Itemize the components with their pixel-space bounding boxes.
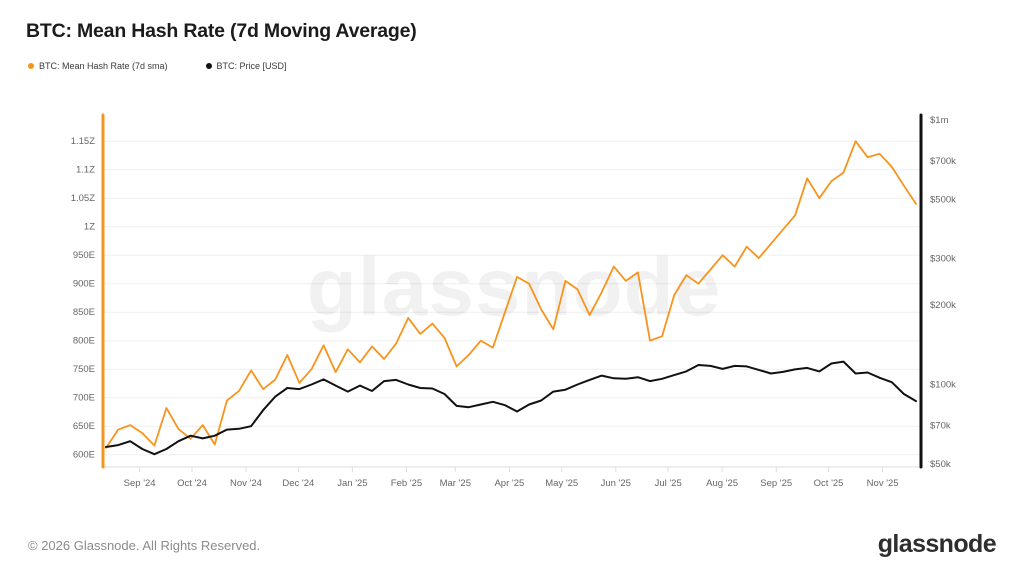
- x-axis-label: Dec '24: [282, 478, 314, 489]
- y-axis-label-right: $300k: [930, 253, 956, 264]
- legend-label-price: BTC: Price [USD]: [216, 61, 287, 71]
- x-axis-label: Sep '24: [124, 478, 156, 489]
- page-title: BTC: Mean Hash Rate (7d Moving Average): [26, 20, 417, 42]
- y-axis-label-left: 850E: [73, 307, 95, 318]
- copyright-text: © 2026 Glassnode. All Rights Reserved.: [28, 538, 261, 553]
- x-axis-label: Mar '25: [440, 478, 471, 489]
- x-axis-label: May '25: [545, 478, 578, 489]
- x-axis-label: Jul '25: [655, 478, 682, 489]
- x-axis-label: Jan '25: [337, 478, 367, 489]
- glassnode-logo[interactable]: glassnode: [877, 530, 997, 558]
- y-axis-label-left: 900E: [73, 279, 95, 290]
- y-axis-label-left: 800E: [73, 336, 95, 347]
- y-axis-label-left: 1.05Z: [71, 193, 95, 204]
- y-axis-label-left: 700E: [73, 393, 95, 404]
- y-axis-label-right: $500k: [930, 195, 956, 206]
- price-dot-icon: [205, 63, 212, 69]
- x-axis-label: Nov '25: [867, 478, 899, 489]
- x-axis-label: Oct '25: [814, 478, 844, 489]
- x-axis-label: Apr '25: [494, 478, 524, 489]
- series-line-hash-rate: [105, 140, 917, 449]
- series-line-price: [105, 360, 917, 456]
- y-axis-label-left: 1.15Z: [71, 136, 95, 147]
- x-axis-label: Jun '25: [601, 478, 631, 489]
- hash-rate-price-chart[interactable]: 600E 650E 700E 750E 800E 850E 900E 950E 1Z 1.05Z 1…: [0, 0, 1024, 512]
- x-axis-label: Sep '25: [760, 478, 792, 489]
- y-axis-label-left: 750E: [73, 364, 95, 375]
- y-axis-label-right: $200k: [930, 300, 956, 311]
- legend-item-price[interactable]: BTC: Price [USD]: [205, 61, 287, 71]
- x-axis-label: Oct '24: [177, 478, 207, 489]
- x-axis-label: Nov '24: [230, 478, 262, 489]
- y-axis-label-right: $50k: [930, 459, 951, 470]
- y-axis-label-right: $100k: [930, 379, 956, 390]
- y-axis-label-left: 1.1Z: [76, 165, 95, 176]
- y-axis-label-right: $70k: [930, 420, 951, 431]
- x-axis-label: Aug '25: [706, 478, 738, 489]
- y-axis-label-left: 950E: [73, 250, 95, 261]
- legend-item-hash-rate[interactable]: BTC: Mean Hash Rate (7d sma): [28, 61, 168, 71]
- y-axis-label-right: $1m: [930, 115, 949, 126]
- y-axis-label-right: $700k: [930, 156, 956, 167]
- legend-label-hash-rate: BTC: Mean Hash Rate (7d sma): [39, 61, 168, 71]
- y-axis-label-left: 650E: [73, 421, 95, 432]
- hash-rate-dot-icon: [28, 63, 34, 69]
- y-axis-label-left: 1Z: [84, 222, 95, 233]
- chart-legend: BTC: Mean Hash Rate (7d sma) BTC: Price …: [28, 61, 287, 71]
- y-axis-label-left: 600E: [73, 450, 95, 461]
- x-axis-label: Feb '25: [391, 478, 422, 489]
